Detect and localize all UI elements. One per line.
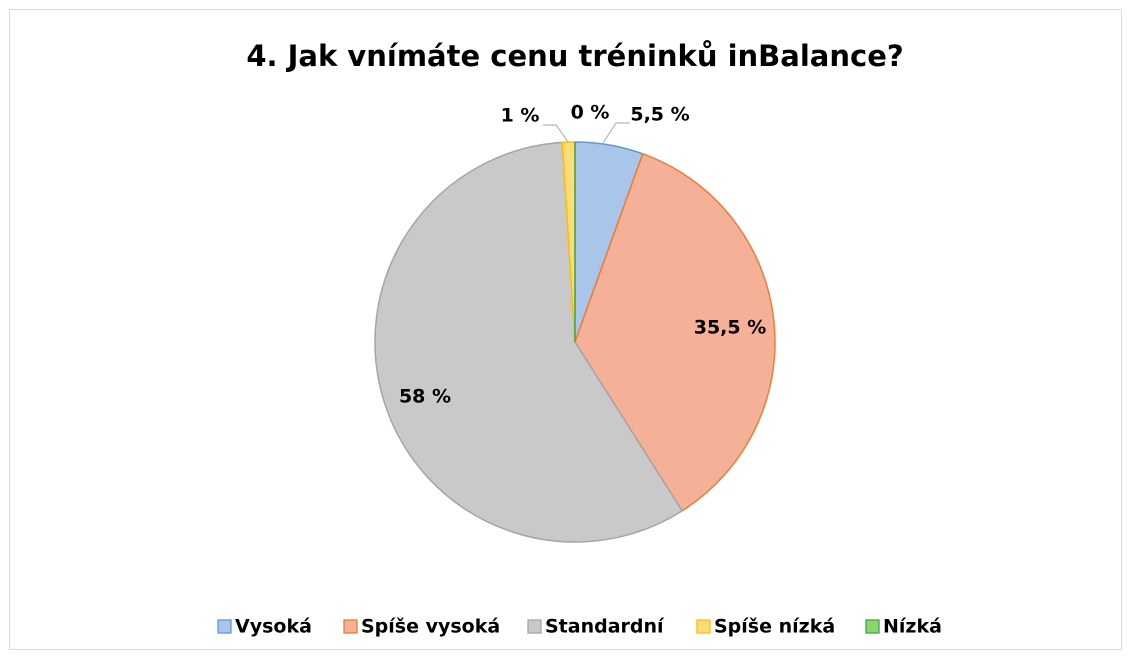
legend-swatch	[343, 619, 358, 634]
leader-line	[543, 124, 569, 143]
legend-swatch	[217, 619, 232, 634]
data-label: 0 %	[571, 102, 610, 124]
legend-label: Vysoká	[235, 616, 312, 638]
legend-label: Nízká	[883, 616, 942, 638]
pie-slice	[574, 152, 776, 512]
legend-swatch	[527, 619, 542, 634]
leader-line	[602, 122, 630, 144]
legend-label: Spíše vysoká	[361, 616, 500, 638]
legend-swatch	[696, 619, 711, 634]
pie-slice	[374, 141, 684, 543]
data-label: 35,5 %	[694, 317, 767, 339]
legend-label: Spíše nízká	[714, 616, 835, 638]
legend-swatch	[865, 619, 880, 634]
legend-label: Standardní	[545, 616, 665, 638]
data-label: 1 %	[501, 105, 540, 127]
data-label: 5,5 %	[630, 104, 689, 126]
data-label: 58 %	[399, 386, 451, 408]
chart-title: 4. Jak vnímáte cenu tréninků inBalance?	[246, 39, 903, 73]
